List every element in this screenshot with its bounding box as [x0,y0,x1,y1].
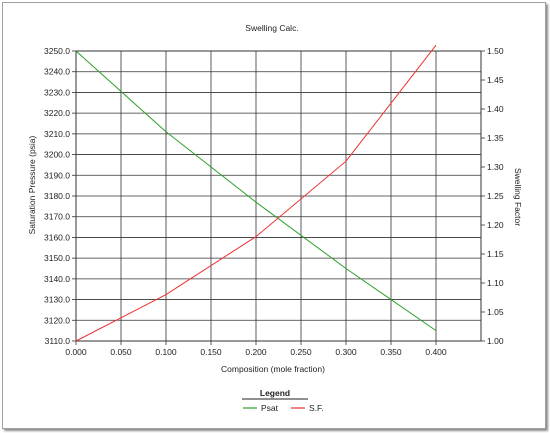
y-left-tick-label: 3200.0 [44,150,70,160]
right-axis-ticks: 1.00 1.05 1.10 1.15 1.20 1.25 1.30 1.35 1.40 1.45… [481,46,504,346]
x-tick-label: 0.000 [65,347,87,357]
chart-frame: Swelling Calc. 3110.0 3120.0 3130.0 3140.0 3… [2,2,546,429]
y-left-tick-label: 3120.0 [44,315,70,325]
y-left-tick-label: 3190.0 [44,170,70,180]
legend: Legend Psat S.F. [242,388,324,413]
y-left-tick-label: 3210.0 [44,129,70,139]
y-left-tick-label: 3130.0 [44,295,70,305]
y-right-tick-label: 1.45 [487,75,504,85]
x-tick-label: 0.200 [245,347,267,357]
x-tick-label: 0.300 [335,347,357,357]
x-tick-label: 0.250 [290,347,312,357]
y-left-tick-label: 3240.0 [44,67,70,77]
y-right-tick-label: 1.15 [487,249,504,259]
series-group [75,44,437,342]
y-right-tick-label: 1.30 [487,162,504,172]
y-left-axis-title: Saturation Pressure (psia) [27,135,37,234]
y-left-tick-label: 3180.0 [44,191,70,201]
x-tick-label: 0.400 [425,347,447,357]
y-right-tick-label: 1.40 [487,104,504,114]
x-tick-label: 0.100 [155,347,177,357]
y-left-tick-label: 3160.0 [44,232,70,242]
y-left-tick-label: 3250.0 [44,46,70,56]
legend-label: S.F. [309,403,324,413]
x-axis-ticks: 0.000 0.050 0.100 0.150 0.200 0.250 0.300 0.350… [65,341,447,357]
x-axis-title: Composition (mole fraction) [221,364,325,374]
y-right-tick-label: 1.20 [487,220,504,230]
legend-label: Psat [261,403,279,413]
x-tick-label: 0.150 [200,347,222,357]
y-right-tick-label: 1.50 [487,46,504,56]
y-left-tick-label: 3230.0 [44,87,70,97]
y-right-tick-label: 1.35 [487,133,504,143]
y-right-tick-label: 1.05 [487,307,504,317]
y-left-tick-label: 3220.0 [44,108,70,118]
y-right-axis-title: Swelling Factor [513,168,523,226]
y-right-tick-label: 1.00 [487,336,504,346]
y-left-tick-label: 3110.0 [45,336,71,346]
y-left-tick-label: 3140.0 [44,274,70,284]
series-line-psat [75,50,437,332]
y-left-tick-label: 3170.0 [44,212,70,222]
chart-title: Swelling Calc. [245,23,298,33]
x-tick-label: 0.350 [380,347,402,357]
x-tick-label: 0.050 [110,347,132,357]
left-axis-ticks: 3110.0 3120.0 3130.0 3140.0 3150.0 3160.0 3170… [44,46,76,346]
grid [75,50,481,342]
legend-title: Legend [260,388,290,398]
y-left-tick-label: 3150.0 [44,253,70,263]
chart: Swelling Calc. 3110.03120.03130.03140.03… [27,23,523,413]
y-right-tick-label: 1.25 [487,191,504,201]
series-line-s-f [75,44,437,342]
y-right-tick-label: 1.10 [487,278,504,288]
